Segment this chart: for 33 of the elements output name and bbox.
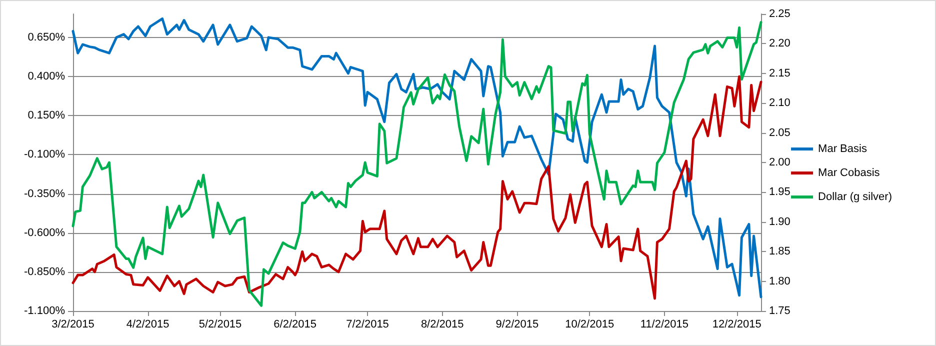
x-tick-label: 10/2/2015: [565, 318, 614, 330]
y-tick-label: -0.350%: [24, 188, 66, 200]
y-tick-label: -0.100%: [24, 148, 66, 161]
y-tick-label: 0.150%: [28, 110, 66, 122]
y-tick-label: -0.600%: [24, 226, 66, 239]
x-tick-label: 3/2/2015: [52, 318, 94, 330]
x-tick-label: 4/2/2015: [126, 318, 170, 330]
y-tick-label: 0.650%: [28, 31, 66, 44]
y2-tick-label: 2.15: [769, 67, 790, 80]
x-tick-label: 8/2/2015: [420, 318, 464, 330]
y2-tick-label: 1.90: [769, 216, 790, 228]
x-tick-label: 9/2/2015: [496, 318, 539, 330]
y2-tick-label: 1.85: [769, 246, 790, 258]
x-tick-label: 6/2/2015: [274, 318, 317, 330]
line-series: [72, 75, 762, 300]
y2-tick-label: 2.05: [769, 126, 790, 139]
legend-label: Dollar (g silver): [818, 191, 892, 203]
legend-label: Mar Cobasis: [818, 167, 880, 179]
y2-tick-label: 2.10: [769, 97, 790, 110]
y-tick-label: -1.100%: [24, 305, 66, 317]
y2-tick-label: 1.80: [769, 275, 790, 288]
x-tick-label: 7/2/2015: [346, 318, 389, 330]
y2-tick-label: 1.95: [769, 186, 790, 198]
x-tick-label: 12/2/2015: [712, 318, 762, 330]
y2-tick-label: 1.75: [769, 305, 790, 317]
y-tick-label: 0.400%: [28, 70, 66, 83]
y-tick-label: -0.850%: [24, 266, 66, 278]
y2-tick-label: 2.20: [769, 38, 790, 50]
y2-tick-label: 2.00: [769, 156, 790, 168]
y2-tick-label: 2.25: [769, 8, 790, 20]
legend-label: Mar Basis: [818, 143, 868, 155]
x-tick-label: 11/2/2015: [640, 318, 688, 330]
x-tick-label: 5/2/2015: [198, 318, 242, 330]
